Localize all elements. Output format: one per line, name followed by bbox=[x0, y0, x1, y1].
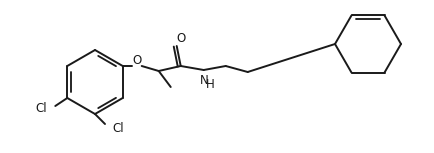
Text: Cl: Cl bbox=[112, 121, 124, 134]
Text: H: H bbox=[206, 78, 215, 91]
Text: N: N bbox=[201, 73, 209, 86]
Text: O: O bbox=[132, 54, 141, 67]
Text: O: O bbox=[176, 32, 185, 45]
Text: Cl: Cl bbox=[36, 103, 47, 116]
